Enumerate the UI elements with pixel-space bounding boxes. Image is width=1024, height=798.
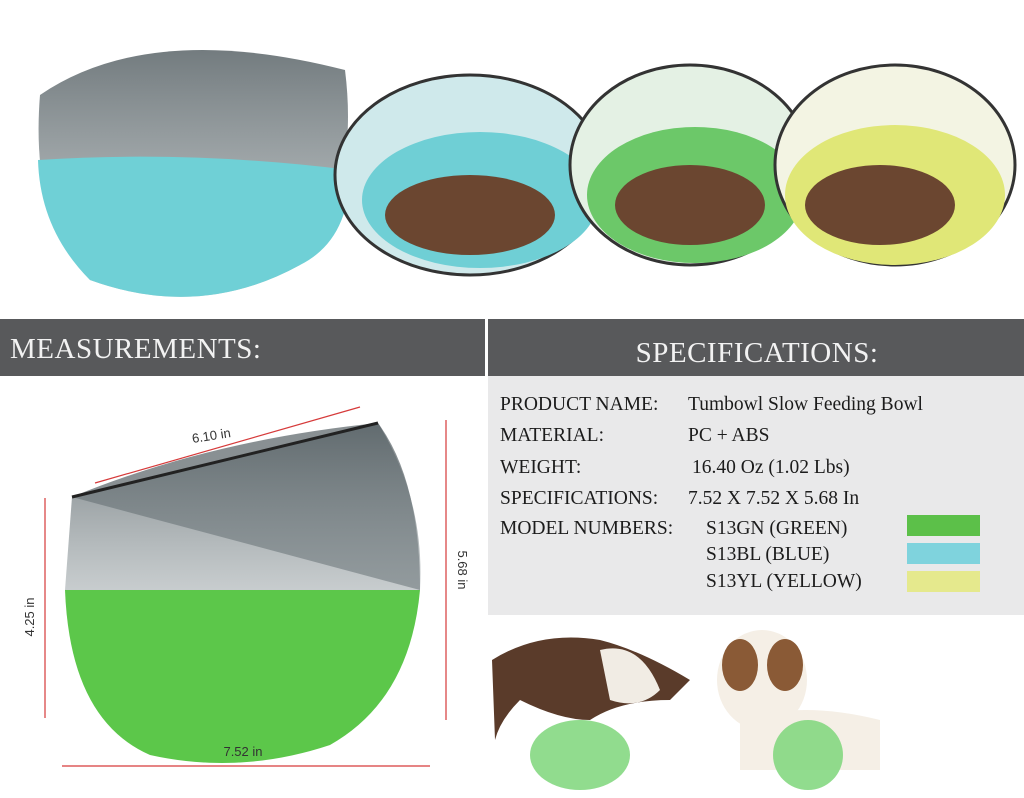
color-swatch — [907, 571, 980, 592]
spec-value: PC + ABS — [688, 425, 769, 446]
spec-label: SPECIFICATIONS: — [500, 488, 658, 509]
spec-value: 7.52 X 7.52 X 5.68 In — [688, 488, 859, 509]
model-number: S13BL (BLUE) — [706, 544, 829, 565]
bowl-diagram — [44, 406, 447, 767]
dimension-label: 4.25 in — [22, 597, 37, 636]
model-number: S13YL (YELLOW) — [706, 571, 862, 592]
dimension-label: 6.10 in — [191, 425, 232, 446]
dog-photos — [492, 630, 880, 790]
color-swatch — [907, 515, 980, 536]
spec-list: PRODUCT NAME: Tumbowl Slow Feeding Bowl MA… — [500, 394, 980, 592]
bowl-photos — [38, 50, 1017, 297]
color-swatch — [907, 543, 980, 564]
spec-value: Tumbowl Slow Feeding Bowl — [688, 394, 924, 415]
spec-label: PRODUCT NAME: — [500, 394, 658, 415]
left-header-band — [0, 319, 485, 376]
dimension-label: 5.68 in — [455, 550, 470, 589]
spec-label: MODEL NUMBERS: — [500, 518, 673, 539]
dimension-label: 7.52 in — [223, 744, 262, 759]
spec-label: WEIGHT: — [500, 457, 581, 478]
left-header: MEASUREMENTS: — [10, 333, 261, 365]
model-number: S13GN (GREEN) — [706, 518, 847, 539]
right-header: SPECIFICATIONS: — [636, 337, 879, 369]
spec-value: 16.40 Oz (1.02 Lbs) — [692, 457, 850, 478]
spec-label: MATERIAL: — [500, 425, 604, 446]
